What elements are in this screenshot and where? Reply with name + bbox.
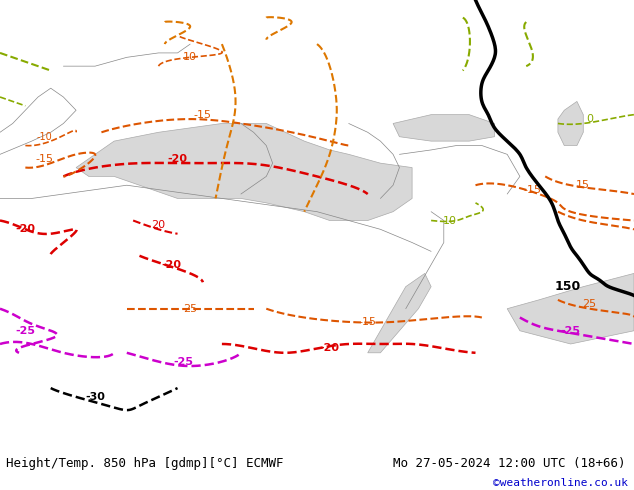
Text: -15: -15 (359, 317, 377, 327)
Text: 150: 150 (554, 280, 581, 293)
Polygon shape (368, 273, 431, 353)
Text: -25: -25 (560, 326, 581, 336)
Text: -20: -20 (167, 154, 188, 164)
Text: -25: -25 (174, 357, 194, 367)
Text: 0: 0 (586, 114, 593, 124)
Polygon shape (507, 273, 634, 344)
Text: -20: -20 (161, 260, 181, 270)
Text: -20: -20 (320, 343, 340, 353)
Text: 10: 10 (443, 216, 457, 225)
Text: -15: -15 (194, 110, 212, 120)
Text: Mo 27-05-2024 12:00 UTC (18+66): Mo 27-05-2024 12:00 UTC (18+66) (393, 457, 626, 469)
Text: 15: 15 (576, 180, 590, 190)
Text: -15: -15 (36, 154, 53, 164)
Text: 10: 10 (183, 52, 197, 62)
Text: ©weatheronline.co.uk: ©weatheronline.co.uk (493, 478, 628, 488)
Text: -15: -15 (524, 185, 541, 195)
Polygon shape (76, 123, 412, 220)
Polygon shape (558, 101, 583, 146)
Text: -10: -10 (37, 132, 52, 142)
Text: 25: 25 (183, 304, 197, 314)
Text: -25: -25 (15, 326, 36, 336)
Text: 25: 25 (583, 299, 597, 309)
Text: Height/Temp. 850 hPa [gdmp][°C] ECMWF: Height/Temp. 850 hPa [gdmp][°C] ECMWF (6, 457, 284, 469)
Text: 20: 20 (152, 220, 165, 230)
Polygon shape (393, 115, 495, 141)
Text: -30: -30 (85, 392, 105, 402)
Text: -20: -20 (15, 224, 36, 234)
